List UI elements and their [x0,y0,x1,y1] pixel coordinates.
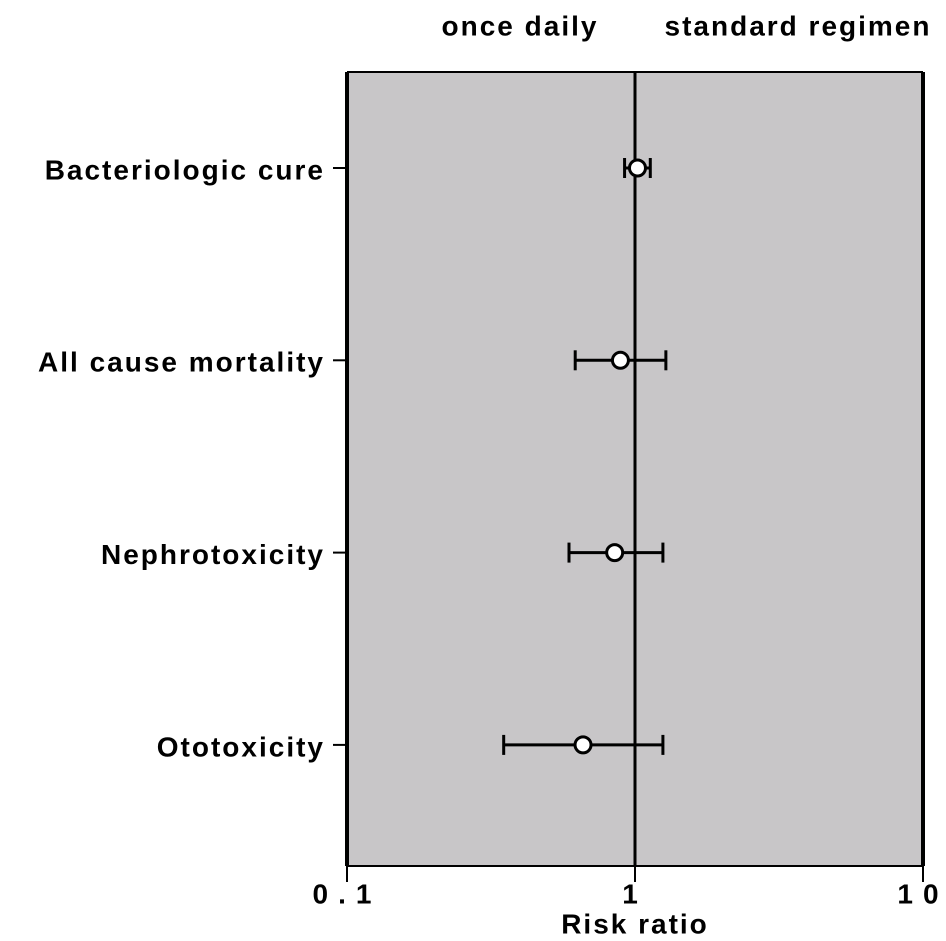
y-tick-label: Bacteriologic cure [45,154,325,185]
x-tick-label: 10 [897,878,946,909]
x-tick-label: 1 [622,878,648,909]
point [610,350,630,370]
point [627,158,647,178]
y-tick-label: Nephrotoxicity [101,539,325,570]
x-axis-label: Risk ratio [561,908,709,939]
y-tick-label: All cause mortality [38,347,325,378]
annotation-left: once daily [442,10,599,41]
y-tick-label: Ototoxicity [157,731,325,762]
point [605,543,625,563]
annotation-right: standard regimen [665,10,932,41]
x-tick-label: 0.1 [313,878,382,909]
point [573,735,593,755]
